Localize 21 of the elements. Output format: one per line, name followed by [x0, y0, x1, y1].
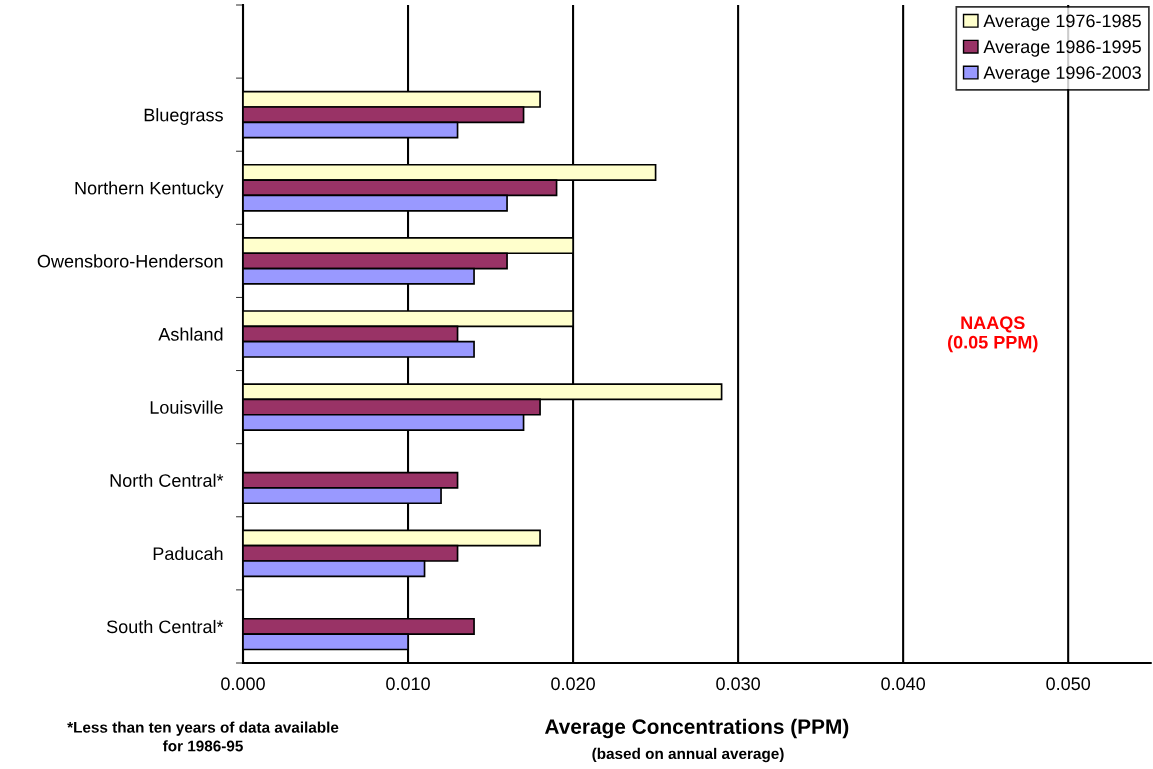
- legend-label: Average 1996-2003: [983, 66, 1141, 83]
- y-tick-label: Owensboro-Henderson: [37, 254, 223, 268]
- annotation: NAAQS (0.05 PPM): [948, 316, 1038, 353]
- x-tick-label: 0.020: [551, 677, 595, 691]
- text: *Less than ten years of data available for 1986-95: [67, 721, 339, 752]
- x-tick-label: 0.010: [386, 677, 430, 691]
- y-tick-label: Louisville: [150, 400, 223, 414]
- x-tick-label: 0.000: [221, 677, 265, 691]
- y-tick-label: South Central*: [106, 619, 224, 634]
- y-tick-label: Paducah: [153, 546, 223, 561]
- text: (based on annual average): [592, 747, 784, 763]
- x-tick-label: 0.050: [1046, 677, 1091, 691]
- legend-label: Average 1976-1985: [983, 14, 1141, 31]
- x-axis-title: Average Concentrations (PPM): [544, 718, 849, 739]
- x-tick-label: 0.030: [716, 677, 760, 691]
- y-tick-label: Bluegrass: [144, 108, 223, 125]
- legend-label: Average 1986-1995: [983, 40, 1141, 57]
- y-tick-label: Northern Kentucky: [75, 181, 224, 199]
- y-tick-label: North Central*: [110, 473, 224, 487]
- y-tick-label: Ashland: [158, 327, 223, 341]
- x-tick-label: 0.040: [881, 677, 926, 691]
